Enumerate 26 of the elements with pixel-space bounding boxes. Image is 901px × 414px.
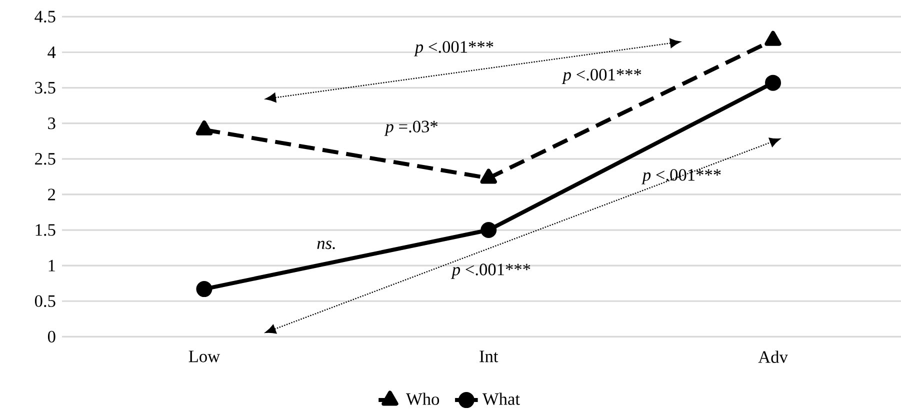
y-tick-label: 1 xyxy=(48,260,55,272)
y-tick-label: 2 xyxy=(48,188,56,200)
point xyxy=(196,281,212,298)
annotation: p =.03* xyxy=(384,120,438,136)
point xyxy=(196,120,213,136)
y-tick-label: 3.5 xyxy=(35,82,56,94)
point xyxy=(480,222,497,238)
point xyxy=(765,74,782,91)
x-tick-label: Int xyxy=(480,350,498,362)
legend-label: Who xyxy=(406,392,440,406)
x-tick-label: Adv xyxy=(758,350,788,363)
y-tick-label: 1.5 xyxy=(36,224,56,236)
y-tick-label: 4.5 xyxy=(34,10,56,23)
legend-label: What xyxy=(482,392,520,406)
point xyxy=(480,168,497,184)
annotation: p <.001*** xyxy=(450,264,530,279)
y-tick-label: 0.5 xyxy=(34,295,56,308)
y-tick-label: 3 xyxy=(48,118,56,130)
y-tick-label: 4 xyxy=(48,46,56,58)
y-tick-label: 2.5 xyxy=(35,153,56,165)
annotation: p <.001*** xyxy=(562,68,642,84)
y-tick-label: 0 xyxy=(48,330,56,343)
point xyxy=(764,30,782,46)
annotation: p <.001*** xyxy=(414,41,494,56)
x-tick-label: Low xyxy=(188,350,220,362)
annotation: ns. xyxy=(317,240,335,250)
